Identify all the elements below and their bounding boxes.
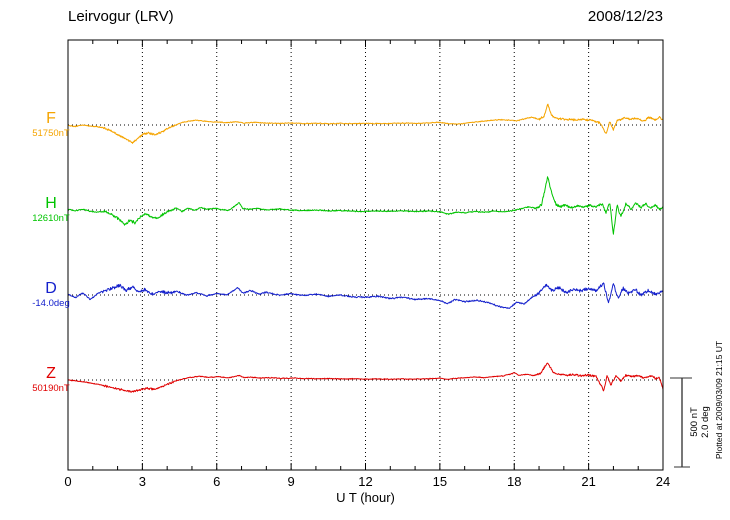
x-tick-label: 6 bbox=[213, 474, 220, 489]
date-label: 2008/12/23 bbox=[587, 8, 663, 25]
x-tick-label: 21 bbox=[581, 474, 595, 489]
series-letter-D: D bbox=[45, 280, 57, 297]
series-label-F: F 51750nT bbox=[20, 110, 82, 140]
series-letter-Z: Z bbox=[46, 365, 56, 382]
x-tick-label: 9 bbox=[288, 474, 295, 489]
trace-F bbox=[67, 103, 664, 144]
scale-nt-label: 500 nT bbox=[689, 407, 700, 437]
trace-H bbox=[67, 176, 664, 235]
series-label-H: H 12610nT bbox=[20, 195, 82, 225]
x-tick-label: 12 bbox=[358, 474, 372, 489]
x-tick-label: 3 bbox=[139, 474, 146, 489]
x-tick-label: 24 bbox=[656, 474, 670, 489]
x-tick-label: 18 bbox=[507, 474, 521, 489]
series-baseline-value-Z: 50190nT bbox=[32, 383, 70, 394]
plotted-at-label: Plotted at 2009/03/09 21:15 UT bbox=[714, 341, 724, 459]
series-letter-F: F bbox=[46, 110, 56, 127]
x-axis-title: U T (hour) bbox=[336, 490, 395, 505]
trace-Z bbox=[67, 362, 664, 393]
series-baseline-value-F: 51750nT bbox=[32, 128, 70, 139]
trace-D bbox=[67, 282, 664, 309]
station-title: Leirvogur (LRV) bbox=[68, 8, 174, 25]
series-baseline-value-D: -14.0deg bbox=[32, 298, 70, 309]
series-label-Z: Z 50190nT bbox=[20, 365, 82, 395]
series-baseline-value-H: 12610nT bbox=[32, 213, 70, 224]
x-tick-label: 15 bbox=[433, 474, 447, 489]
series-letter-H: H bbox=[45, 195, 57, 212]
scale-deg-label: 2.0 deg bbox=[700, 406, 711, 438]
series-label-D: D -14.0deg bbox=[20, 280, 82, 310]
x-tick-label: 0 bbox=[64, 474, 71, 489]
